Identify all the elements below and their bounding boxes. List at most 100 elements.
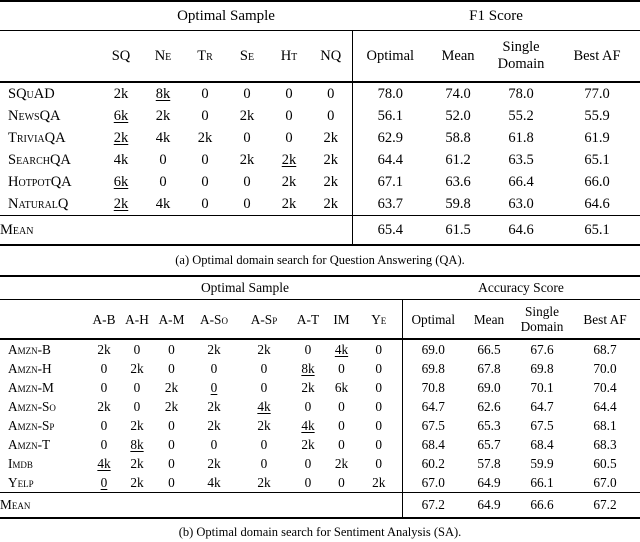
table-row: Amzn-H 0 2k 0 0 0 8k 0 0 69.8 67.8 69.8 70.0 xyxy=(0,359,640,378)
qa-column-header-row: SQ Ne Tr Se Ht NQ Optimal Mean Single Do… xyxy=(0,30,640,83)
row-label: SQuAD xyxy=(8,86,55,102)
sample-cell: 6k xyxy=(334,379,349,395)
col-header-best-af: Best AF xyxy=(554,30,640,83)
sample-cell: 0 xyxy=(159,174,167,190)
table-row: Amzn-B 2k 0 0 2k 2k 0 4k 0 69.0 66.5 67.6 68.7 xyxy=(0,339,640,359)
sample-cell: 4k xyxy=(155,130,171,146)
col-header-ht: Ht xyxy=(268,30,310,83)
col-header-single-domain: Single Domain xyxy=(488,30,555,83)
score-cell: 60.5 xyxy=(593,455,617,471)
sample-cell: 2k xyxy=(197,130,213,146)
score-cell: 63.0 xyxy=(508,196,534,212)
sample-cell: 2k xyxy=(334,455,349,471)
table-row: NaturalQ 2k 4k 0 0 2k 2k 63.7 59.8 63.0 64.6 xyxy=(0,193,640,216)
score-cell: 55.2 xyxy=(508,108,534,124)
sa-caption: (b) Optimal domain search for Sentiment … xyxy=(178,525,462,539)
col-header-a-sp: A-Sp xyxy=(239,299,289,340)
score-cell: 63.7 xyxy=(351,193,429,216)
sample-cell: 0 xyxy=(375,398,383,414)
sample-cell: 0 xyxy=(243,174,251,190)
score-cell: 68.1 xyxy=(593,417,617,433)
score-cell: 68.4 xyxy=(401,435,464,454)
sample-cell: 2k xyxy=(97,341,111,357)
sample-cell: 0 xyxy=(201,174,209,190)
col-header-se: Se xyxy=(226,30,268,83)
score-cell: 62.9 xyxy=(351,127,429,149)
sa-group-header-row: Optimal Sample Accuracy Score xyxy=(0,276,640,300)
score-cell: 70.8 xyxy=(401,378,464,397)
row-label: NaturalQ xyxy=(8,196,69,212)
qa-group-header-f1-score: F1 Score xyxy=(352,1,640,31)
col-header-a-so: A-So xyxy=(189,299,239,340)
col-header-a-m: A-M xyxy=(154,299,189,340)
score-cell: 61.8 xyxy=(508,130,534,146)
sample-cell: 0 xyxy=(304,455,312,471)
score-cell: 60.2 xyxy=(401,454,464,473)
sa-table-body: Amzn-B 2k 0 0 2k 2k 0 4k 0 69.0 66.5 67.6 68.7 Amzn-H… xyxy=(0,339,640,518)
sample-cell: 4k xyxy=(97,455,111,471)
sample-cell: 0 xyxy=(375,341,383,357)
qa-caption: (a) Optimal domain search for Question A… xyxy=(175,253,465,267)
sample-cell: 2k xyxy=(323,130,339,146)
sample-cell: 2k xyxy=(372,474,386,490)
score-cell: 64.4 xyxy=(351,149,429,171)
sample-cell: 0 xyxy=(285,130,293,146)
sample-cell: 0 xyxy=(100,436,108,452)
row-label: Amzn-Sp xyxy=(8,417,55,433)
sample-cell: 4k xyxy=(155,196,171,212)
sample-cell: 8k xyxy=(130,436,144,452)
sample-cell: 0 xyxy=(304,341,312,357)
score-cell: 67.6 xyxy=(530,341,554,357)
score-cell: 69.0 xyxy=(477,379,501,395)
sample-cell: 2k xyxy=(113,130,129,146)
score-cell: 64.9 xyxy=(477,474,501,490)
col-header-optimal: Optimal xyxy=(401,299,464,340)
sample-cell: 0 xyxy=(260,436,268,452)
table-row: Amzn-So 2k 0 2k 2k 4k 0 0 0 64.7 62.6 64.7 64.4 xyxy=(0,397,640,416)
score-cell: 69.8 xyxy=(530,360,554,376)
table-row: NewsQA 6k 2k 0 2k 0 0 56.1 52.0 55.2 55.9 xyxy=(0,105,640,127)
sample-cell: 2k xyxy=(113,86,129,102)
sample-cell: 0 xyxy=(375,417,383,433)
sample-cell: 2k xyxy=(301,436,315,452)
score-cell: 68.3 xyxy=(593,436,617,452)
sa-table-head: Optimal Sample Accuracy Score A-B A-H A-… xyxy=(0,276,640,340)
score-cell: 77.0 xyxy=(584,86,610,102)
sample-cell: 2k xyxy=(155,108,171,124)
sample-cell: 0 xyxy=(375,455,383,471)
score-cell: 70.1 xyxy=(530,379,554,395)
row-label: Amzn-T xyxy=(8,436,51,452)
table-row: SearchQA 4k 0 0 2k 2k 2k 64.4 61.2 63.5 65.1 xyxy=(0,149,640,171)
sample-cell: 2k xyxy=(257,341,271,357)
sample-cell: 0 xyxy=(100,474,108,490)
score-cell: 56.1 xyxy=(351,105,429,127)
score-cell: 69.8 xyxy=(401,359,464,378)
sample-cell: 0 xyxy=(201,86,209,102)
sample-cell: 0 xyxy=(375,379,383,395)
score-cell: 64.7 xyxy=(530,398,554,414)
spacer-cell xyxy=(0,276,88,300)
sample-cell: 0 xyxy=(168,474,175,490)
sample-cell: 0 xyxy=(285,108,293,124)
sample-cell: 4k xyxy=(334,341,349,357)
mean-spacer xyxy=(100,215,353,245)
sample-cell: 0 xyxy=(327,108,335,124)
score-cell: 68.4 xyxy=(530,436,554,452)
score-cell: 65.4 xyxy=(351,215,429,245)
score-cell: 64.6 xyxy=(584,196,610,212)
sample-cell: 0 xyxy=(133,379,141,395)
col-header-ye: Ye xyxy=(356,299,402,340)
sample-cell: 0 xyxy=(210,379,218,395)
table-row: Imdb 4k 2k 0 2k 0 0 2k 0 60.2 57.8 59.9 60.5 xyxy=(0,454,640,473)
score-cell: 78.0 xyxy=(508,86,534,102)
mean-row: Mean 65.4 61.5 64.6 65.1 xyxy=(0,215,640,245)
sample-cell: 0 xyxy=(168,360,175,376)
sample-cell: 0 xyxy=(133,341,141,357)
score-cell: 67.5 xyxy=(401,416,464,435)
qa-group-header-optimal-sample: Optimal Sample xyxy=(100,1,353,31)
sample-cell: 0 xyxy=(168,455,175,471)
row-label: Amzn-H xyxy=(8,360,52,376)
row-label: SearchQA xyxy=(8,152,71,168)
col-header-tr: Tr xyxy=(184,30,226,83)
